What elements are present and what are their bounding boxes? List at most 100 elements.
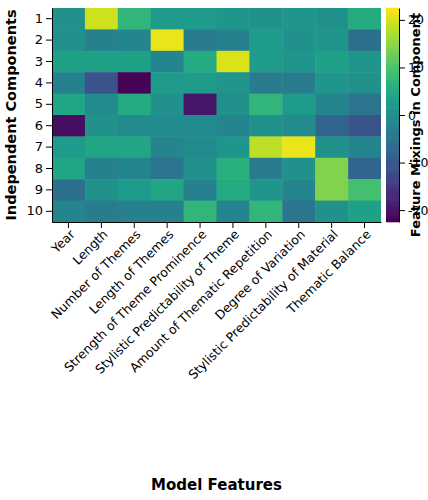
heat-cell (348, 94, 381, 116)
x-tick-mark (232, 222, 233, 228)
colorbar-title: Feature Mixings in Component (408, 13, 423, 237)
heat-cell (52, 115, 85, 137)
heat-cell (348, 72, 381, 94)
x-tick-mark (134, 222, 135, 228)
heat-cell (151, 72, 184, 94)
x-tick-mark (265, 222, 266, 228)
y-tick-label: 1 (35, 11, 43, 26)
y-tick-mark (46, 40, 52, 41)
heat-cell (249, 72, 282, 94)
y-tick-label: 10 (26, 203, 43, 218)
y-tick: 3 (35, 54, 52, 69)
heat-cell (348, 29, 381, 51)
heat-cell (315, 115, 348, 137)
heat-cell (151, 179, 184, 201)
heat-cell (85, 8, 118, 30)
y-tick-mark (46, 189, 52, 190)
x-tick: Strength of Theme Prominence (61, 222, 210, 375)
x-axis-title: Model Features (151, 476, 282, 494)
y-tick: 2 (35, 32, 52, 47)
x-tick-mark (364, 222, 365, 228)
y-tick-label: 5 (35, 96, 43, 111)
y-tick-mark (46, 104, 52, 105)
heat-cell (118, 94, 151, 116)
heat-cell (315, 8, 348, 30)
colorbar-tick-mark (399, 20, 405, 21)
heat-cell (282, 136, 315, 158)
heat-cell (217, 158, 250, 180)
x-tick-label: Amount of Thematic Repetition (126, 227, 275, 376)
heat-cell (184, 94, 217, 116)
heat-cell (249, 201, 282, 222)
heat-cell (282, 8, 315, 30)
heat-cell (217, 115, 250, 137)
x-tick-mark (167, 222, 168, 228)
y-axis-line (52, 9, 53, 223)
heat-cell (217, 94, 250, 116)
heat-cell (184, 201, 217, 222)
heat-cell (52, 72, 85, 94)
colorbar-tick-mark (399, 210, 405, 211)
heat-cell (249, 94, 282, 116)
heat-cell (85, 115, 118, 137)
y-tick-label: 3 (35, 54, 43, 69)
heat-cell (282, 29, 315, 51)
heat-cell (151, 158, 184, 180)
heat-cell (217, 29, 250, 51)
heat-cell (217, 72, 250, 94)
heat-cell (85, 29, 118, 51)
heat-cell (348, 179, 381, 201)
x-axis: YearLengthNumber of ThemesLength of Them… (48, 222, 382, 382)
y-tick-label: 2 (35, 32, 43, 47)
heat-cell (85, 136, 118, 158)
x-tick: Stylistic Predictability of Material (185, 222, 341, 382)
heat-cell (85, 158, 118, 180)
y-tick: 6 (35, 118, 52, 133)
colorbar-tick-mark (399, 67, 405, 68)
heat-cell (217, 136, 250, 158)
y-tick-mark (46, 125, 52, 126)
y-tick-mark (46, 168, 52, 169)
heat-cell (184, 115, 217, 137)
y-tick-label: 9 (35, 182, 43, 197)
heat-cell (184, 179, 217, 201)
y-tick: 4 (35, 75, 52, 90)
colorbar-tick-mark (399, 163, 405, 164)
y-axis: 12345678910 (26, 9, 52, 223)
heat-cell (85, 179, 118, 201)
heat-cell (348, 136, 381, 158)
x-tick-mark (200, 222, 201, 228)
y-tick-mark (46, 61, 52, 62)
heat-cell (217, 179, 250, 201)
y-tick: 8 (35, 161, 52, 176)
heat-cell (52, 136, 85, 158)
heat-cell (249, 136, 282, 158)
heat-cell (315, 158, 348, 180)
heat-cell (118, 51, 151, 73)
cells (52, 8, 381, 222)
heat-cell (184, 158, 217, 180)
heat-cell (315, 94, 348, 116)
heat-cell (184, 51, 217, 73)
heat-cell (118, 179, 151, 201)
y-tick-mark (46, 147, 52, 148)
y-tick: 10 (26, 203, 52, 218)
heat-cell (85, 72, 118, 94)
heat-cell (52, 201, 85, 222)
colorbar-step (386, 8, 399, 11)
heat-cell (184, 8, 217, 30)
heat-cell (151, 51, 184, 73)
heat-cell (217, 201, 250, 222)
heat-cell (282, 94, 315, 116)
heat-cell (249, 179, 282, 201)
colorbar (386, 8, 399, 223)
x-tick-label: Strength of Theme Prominence (61, 226, 210, 375)
heat-cell (282, 201, 315, 222)
heat-cell (52, 94, 85, 116)
heat-cell (315, 29, 348, 51)
y-tick-mark (46, 18, 52, 19)
heat-cell (249, 29, 282, 51)
x-tick: Thematic Balance (283, 222, 374, 317)
x-tick-mark (101, 222, 102, 228)
heat-cell (315, 136, 348, 158)
